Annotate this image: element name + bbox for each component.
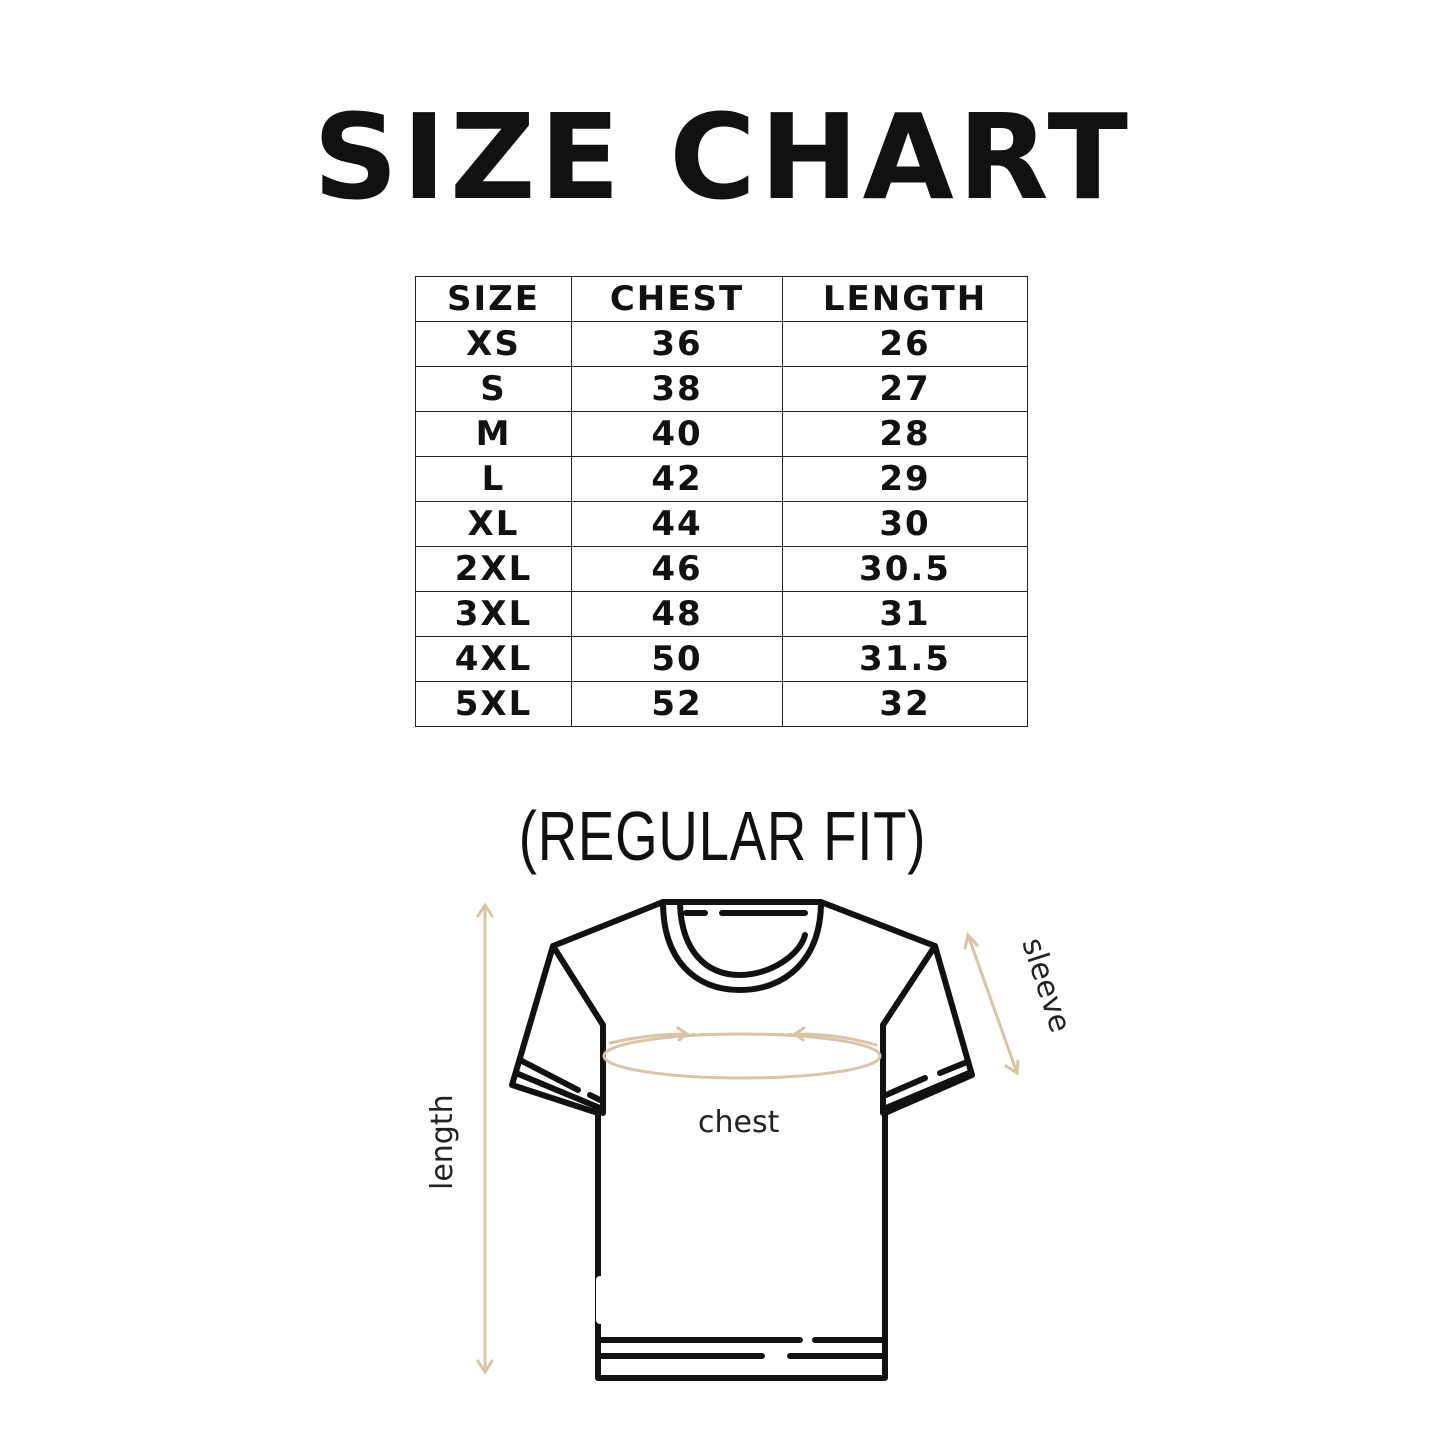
length-cell: 26 — [782, 321, 1028, 367]
length-arrow — [476, 902, 494, 1375]
size-cell: S — [415, 366, 572, 412]
length-cell: 28 — [782, 411, 1028, 457]
size-cell: XL — [415, 501, 572, 547]
length-cell: 30 — [782, 501, 1028, 547]
size-cell: M — [415, 411, 572, 457]
chest-label: chest — [698, 1105, 780, 1140]
shirt-sleeve-stripes-left — [513, 1057, 603, 1111]
table-row: 2XL 46 30.5 — [415, 546, 1028, 592]
size-cell: 2XL — [415, 546, 572, 592]
header-length: LENGTH — [782, 276, 1028, 322]
length-label: length — [425, 1094, 460, 1190]
table-row: 5XL 52 32 — [415, 681, 1028, 727]
chest-cell: 48 — [571, 591, 783, 637]
header-size: SIZE — [415, 276, 572, 322]
chest-cell: 40 — [571, 411, 783, 457]
shirt-outline — [509, 899, 975, 1381]
shirt-armhole-left — [550, 943, 606, 1116]
size-table: SIZE CHEST LENGTH XS 36 26 S 38 27 M 40 28 L 42 29 X… — [415, 276, 1028, 727]
sleeve-arrow — [963, 931, 1020, 1076]
length-cell: 30.5 — [782, 546, 1028, 592]
size-cell: 4XL — [415, 636, 572, 682]
shirt-sleeve-stripes-right — [883, 1059, 972, 1111]
table-row: 4XL 50 31.5 — [415, 636, 1028, 682]
chest-cell: 38 — [571, 366, 783, 412]
size-cell: XS — [415, 321, 572, 367]
size-cell: 5XL — [415, 681, 572, 727]
length-cell: 29 — [782, 456, 1028, 502]
size-cell: 3XL — [415, 591, 572, 637]
page-title: SIZE CHART — [313, 88, 1132, 226]
table-row: 3XL 48 31 — [415, 591, 1028, 637]
chest-cell: 52 — [571, 681, 783, 727]
sleeve-label: sleeve — [1014, 934, 1077, 1037]
shirt-hem-stripes — [597, 1337, 886, 1359]
table-row: XL 44 30 — [415, 501, 1028, 547]
shirt-neck-inner — [677, 902, 808, 978]
chest-arrows — [608, 1026, 878, 1047]
table-row: XS 36 26 — [415, 321, 1028, 367]
length-cell: 31.5 — [782, 636, 1028, 682]
table-row: S 38 27 — [415, 366, 1028, 412]
chest-cell: 46 — [571, 546, 783, 592]
shirt-neck-outer — [660, 899, 824, 993]
length-cell: 31 — [782, 591, 1028, 637]
length-cell: 32 — [782, 681, 1028, 727]
shirt-armhole-right — [880, 943, 938, 1116]
chest-cell: 36 — [571, 321, 783, 367]
table-row: L 42 29 — [415, 456, 1028, 502]
table-row: M 40 28 — [415, 411, 1028, 457]
length-cell: 27 — [782, 366, 1028, 412]
chest-ellipse — [602, 1032, 882, 1080]
fit-subtitle: (REGULAR FIT) — [518, 797, 927, 875]
